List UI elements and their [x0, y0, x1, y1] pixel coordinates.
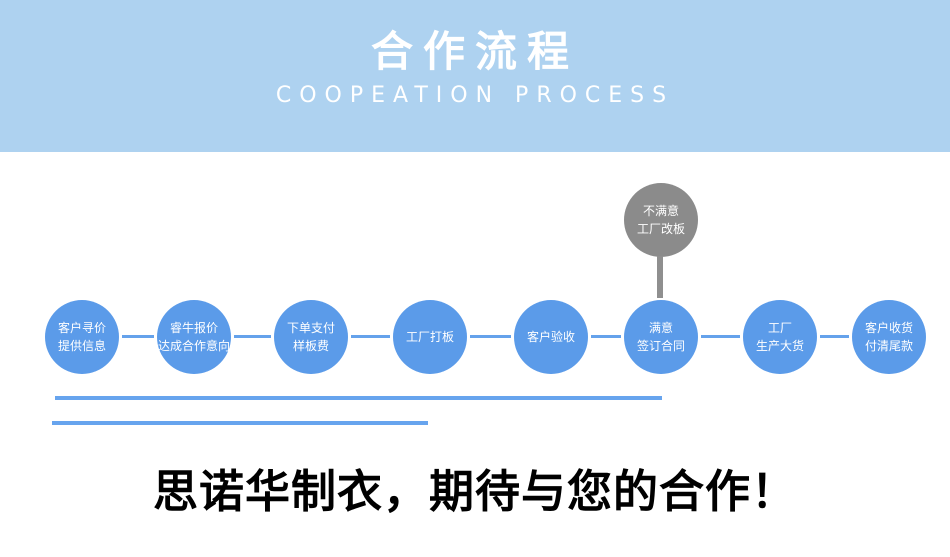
flow-connector: [351, 335, 390, 338]
flow-step-order-payment: 下单支付 样板费: [274, 300, 348, 374]
flow-step-sample-making: 工厂打板: [393, 300, 467, 374]
flow-step-label: 下单支付: [286, 321, 335, 335]
flow-step-label: 工厂改板: [636, 222, 685, 236]
flow-step-rework: 不满意 工厂改板: [624, 183, 698, 257]
flow-connector: [470, 335, 511, 338]
flow-step-label: 提供信息: [57, 339, 106, 353]
divider-line-short: [52, 421, 428, 425]
divider-line-long: [55, 396, 662, 400]
vertical-connector: [657, 256, 663, 298]
flow-step-quote: 睿牛报价 达成合作意向: [157, 300, 231, 374]
flow-step-label: 睿牛报价: [169, 321, 218, 335]
flow-step-label: 生产大货: [755, 339, 804, 353]
flow-step-label: 样板费: [292, 339, 329, 353]
flow-connector: [820, 335, 849, 338]
flow-step-label: 客户收货: [864, 321, 913, 335]
flow-step-label: 达成合作意向: [157, 339, 230, 353]
flow-step-label: 签订合同: [636, 339, 685, 353]
flow-step-bulk-production: 工厂 生产大货: [743, 300, 817, 374]
flow-connector: [234, 335, 271, 338]
flow-step-label: 工厂打板: [405, 330, 454, 344]
flow-step-label: 客户寻价: [57, 321, 106, 335]
flow-step-label: 不满意: [642, 204, 679, 218]
footer-slogan: 思诺华制衣，期待与您的合作！: [152, 465, 797, 518]
flow-step-label: 工厂: [767, 321, 792, 335]
flow-step-inquiry: 客户寻价 提供信息: [45, 300, 119, 374]
flow-step-label: 付清尾款: [864, 339, 913, 353]
flow-connector: [122, 335, 154, 338]
page-title: 合作流程: [370, 27, 579, 76]
header-banner: 合作流程 COOPEATION PROCESS: [0, 0, 950, 152]
page-subtitle: COOPEATION PROCESS: [275, 83, 675, 108]
flow-step-label: 满意: [648, 321, 673, 335]
flow-step-label: 客户验收: [526, 330, 575, 344]
flow-step-sign-contract: 满意 签订合同: [624, 300, 698, 374]
flow-connector: [701, 335, 740, 338]
flow-step-receive-goods: 客户收货 付清尾款: [852, 300, 926, 374]
flow-connector: [591, 335, 621, 338]
flow-step-customer-acceptance: 客户验收: [514, 300, 588, 374]
